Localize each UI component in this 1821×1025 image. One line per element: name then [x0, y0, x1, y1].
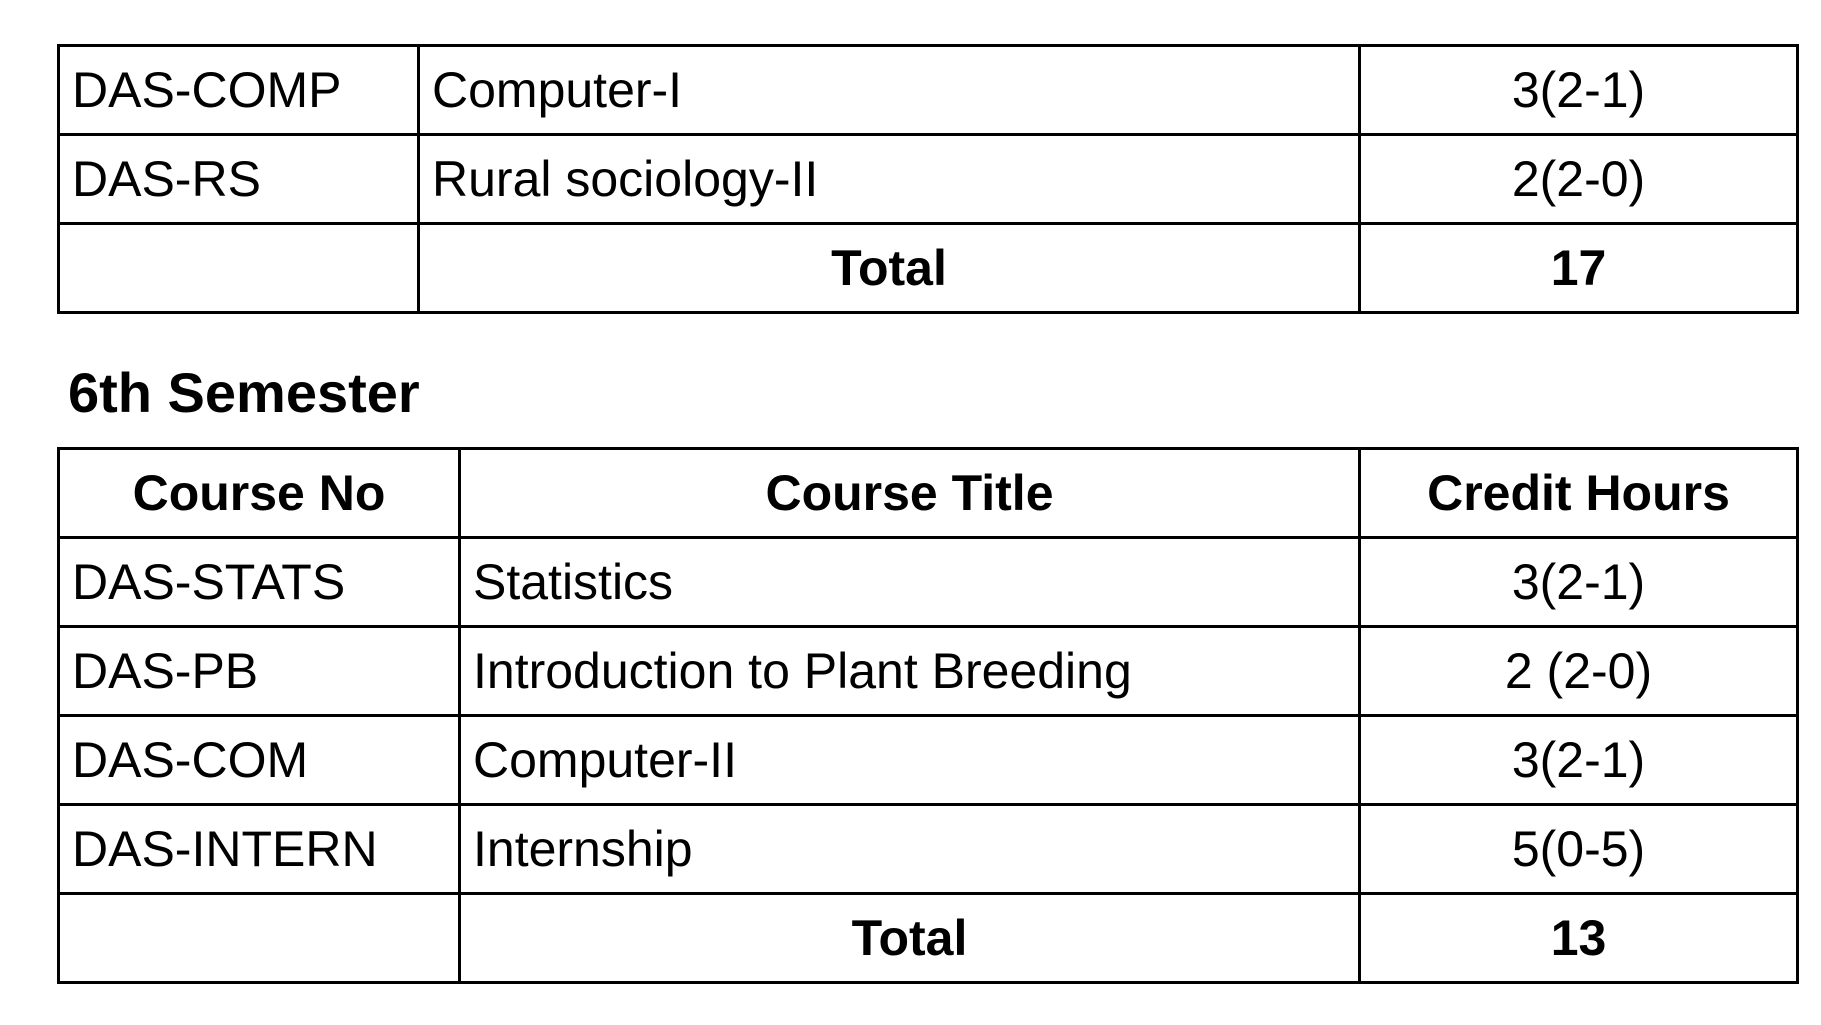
credit-hours-cell: 3(2-1) [1358, 536, 1799, 628]
course-number-cell: DAS-STATS [57, 536, 461, 628]
course-number-cell: DAS-COM [57, 714, 461, 806]
course-number-cell: DAS-INTERN [57, 803, 461, 895]
total-label: Total [458, 892, 1361, 984]
table-row: DAS-COM Computer-II 3(2-1) [57, 714, 1799, 806]
credit-hours-cell: 2 (2-0) [1358, 625, 1799, 717]
course-number-cell: DAS-PB [57, 625, 461, 717]
course-no-header: Course No [57, 447, 461, 539]
course-title-cell: Statistics [458, 536, 1361, 628]
course-title-cell: Internship [458, 803, 1361, 895]
table-header-row: Course No Course Title Credit Hours [57, 447, 1799, 539]
course-number-cell: DAS-RS [57, 133, 420, 225]
credit-hours-cell: 2(2-0) [1358, 133, 1799, 225]
empty-cell [57, 222, 420, 314]
credit-hours-cell: 3(2-1) [1358, 714, 1799, 806]
credit-hours-header: Credit Hours [1358, 447, 1799, 539]
course-title-header: Course Title [458, 447, 1361, 539]
total-row: Total 17 [57, 222, 1799, 314]
table-row: DAS-RS Rural sociology-II 2(2-0) [57, 133, 1799, 225]
table-row: DAS-STATS Statistics 3(2-1) [57, 536, 1799, 628]
table-row: DAS-INTERN Internship 5(0-5) [57, 803, 1799, 895]
course-number-cell: DAS-COMP [57, 44, 420, 136]
credit-hours-cell: 3(2-1) [1358, 44, 1799, 136]
total-label: Total [417, 222, 1361, 314]
total-row: Total 13 [57, 892, 1799, 984]
semester-6-course-table: Course No Course Title Credit Hours DAS-… [57, 447, 1799, 984]
course-title-cell: Rural sociology-II [417, 133, 1361, 225]
semester-6-heading: 6th Semester [68, 361, 420, 424]
course-title-cell: Introduction to Plant Breeding [458, 625, 1361, 717]
course-title-cell: Computer-II [458, 714, 1361, 806]
total-credit-value: 17 [1358, 222, 1799, 314]
empty-cell [57, 892, 461, 984]
semester-5-course-table: DAS-COMP Computer-I 3(2-1) DAS-RS Rural … [57, 44, 1799, 314]
table-row: DAS-COMP Computer-I 3(2-1) [57, 44, 1799, 136]
credit-hours-cell: 5(0-5) [1358, 803, 1799, 895]
total-credit-value: 13 [1358, 892, 1799, 984]
course-title-cell: Computer-I [417, 44, 1361, 136]
table-row: DAS-PB Introduction to Plant Breeding 2 … [57, 625, 1799, 717]
